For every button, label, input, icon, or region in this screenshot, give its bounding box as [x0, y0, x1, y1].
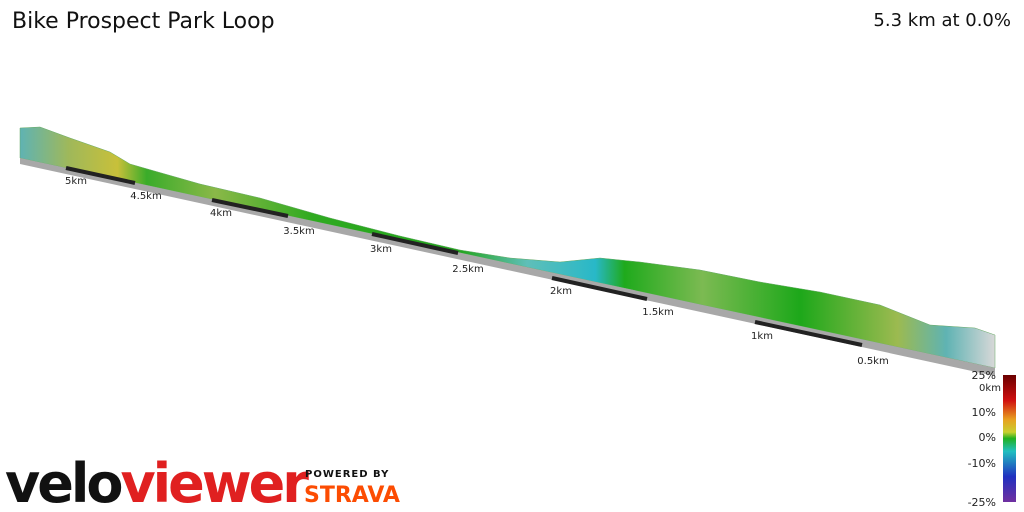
- distance-marker: 4km: [210, 208, 232, 219]
- distance-marker: 3.5km: [283, 226, 314, 237]
- gradient-legend-bar: [1003, 375, 1016, 502]
- distance-marker: 0.5km: [857, 356, 888, 367]
- distance-marker: 5km: [65, 176, 87, 187]
- distance-marker: 2.5km: [452, 264, 483, 275]
- distance-marker: 1.5km: [642, 307, 673, 318]
- km-segments: [65, 166, 863, 347]
- legend-tick-label: 25%: [972, 369, 996, 382]
- gradient-legend: 25% 10% 0% -10% -25%: [968, 369, 996, 509]
- distance-marker: 4.5km: [130, 191, 161, 202]
- logo-primary: velo: [5, 452, 121, 512]
- distance-marker: 3km: [370, 244, 392, 255]
- legend-tick-label: -25%: [968, 496, 996, 509]
- logo-secondary: viewer: [120, 452, 309, 512]
- summary: 5.3 km at 0.0%: [873, 10, 1011, 31]
- logo: veloviewer: [5, 452, 309, 512]
- distance-marker: 0km: [979, 383, 1001, 394]
- legend-tick-label: -10%: [968, 457, 996, 470]
- legend-tick-label: 0%: [979, 431, 996, 444]
- strava: STRAVA: [304, 483, 400, 508]
- distance-markers: 5km 4.5km 4km 3.5km 3km 2.5km 2km 1.5km 1km 0.5km…: [65, 176, 1001, 394]
- legend-tick-label: 10%: [972, 406, 996, 419]
- title: Bike Prospect Park Loop: [12, 9, 275, 34]
- distance-marker: 2km: [550, 286, 572, 297]
- elevation-ribbon: [19, 126, 996, 369]
- powered-by: POWERED BY: [305, 469, 389, 480]
- distance-marker: 1km: [751, 331, 773, 342]
